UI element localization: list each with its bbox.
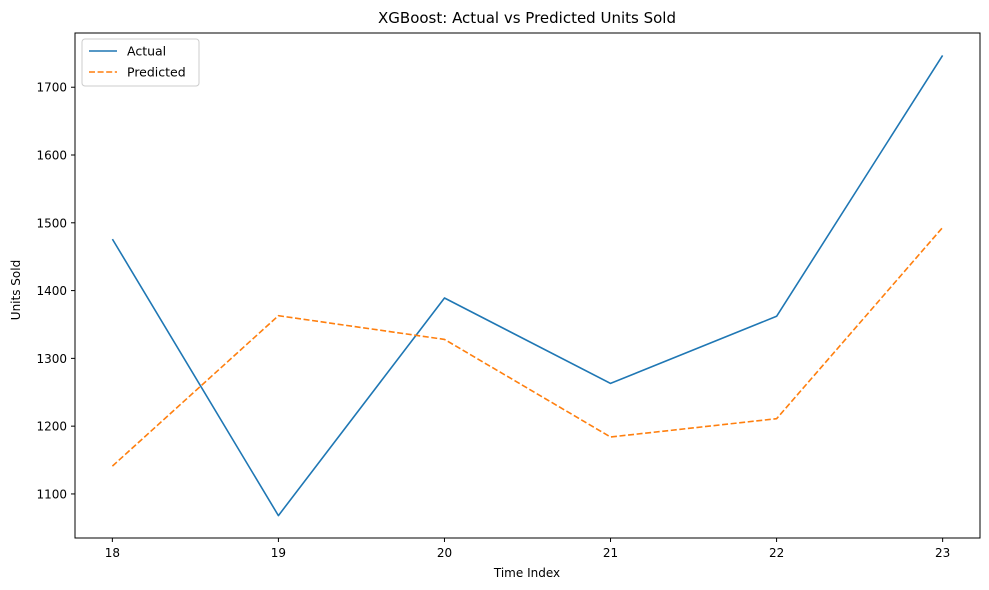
y-tick-label: 1500 <box>36 216 67 230</box>
series-line-actual <box>111 54 944 517</box>
x-axis-label: Time Index <box>493 566 560 580</box>
y-tick-label: 1700 <box>36 81 67 95</box>
y-tick-label: 1600 <box>36 149 67 163</box>
series-line-predicted <box>111 226 944 467</box>
plot-area: 18 19 20 21 22 23 1100 1200 1300 1400 1500 1600 1700 <box>36 32 981 560</box>
x-tick-label: 22 <box>769 546 784 560</box>
x-tick-label: 20 <box>437 546 452 560</box>
legend: Actual Predicted <box>81 38 200 87</box>
x-tick-label: 21 <box>603 546 618 560</box>
y-tick-label: 1100 <box>36 487 67 501</box>
x-tick-label: 23 <box>935 546 950 560</box>
x-tick-label: 19 <box>271 546 286 560</box>
y-tick-label: 1200 <box>36 420 67 434</box>
legend-label-predicted: Predicted <box>127 65 186 80</box>
y-tick-label: 1300 <box>36 352 67 366</box>
legend-label-actual: Actual <box>127 44 166 59</box>
chart-title: XGBoost: Actual vs Predicted Units Sold <box>378 9 676 27</box>
plot-frame <box>74 32 981 539</box>
y-tick-label: 1400 <box>36 284 67 298</box>
y-axis-label: Units Sold <box>9 260 23 320</box>
x-tick-label: 18 <box>105 546 120 560</box>
